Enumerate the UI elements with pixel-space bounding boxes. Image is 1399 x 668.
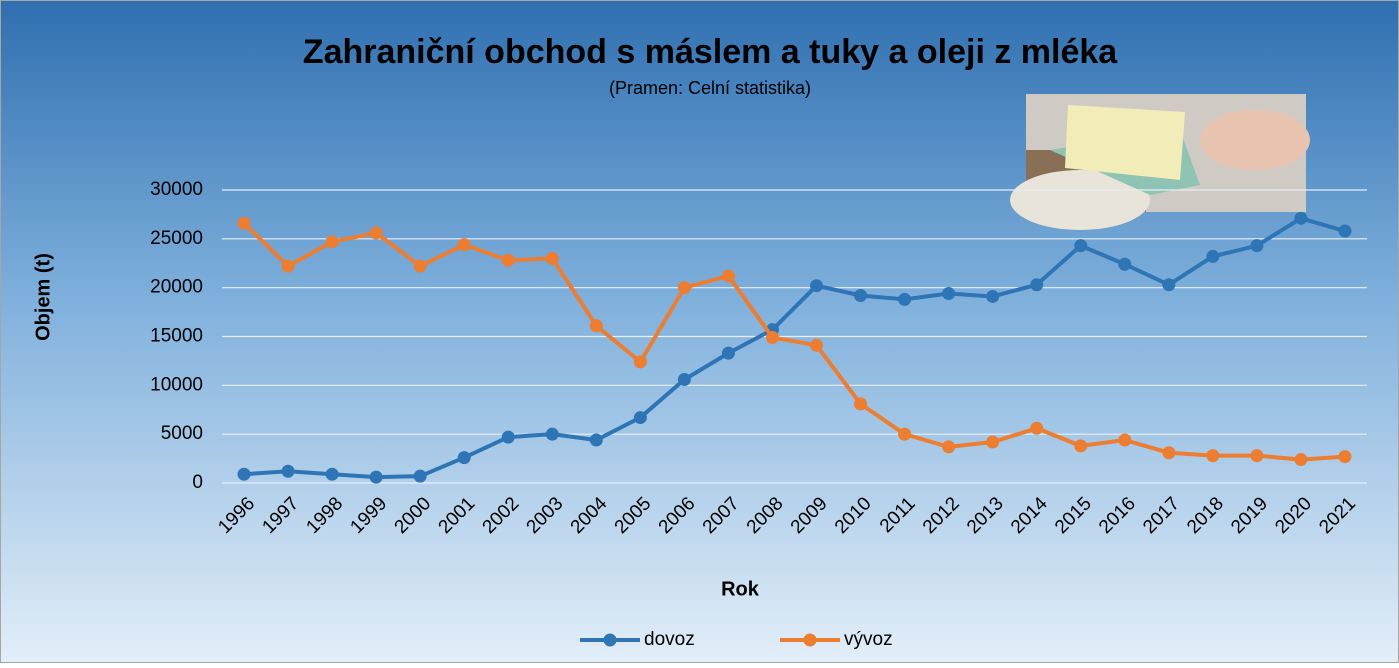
y-tick-label: 10000	[150, 374, 203, 395]
y-tick-label: 15000	[150, 326, 203, 347]
point	[1250, 239, 1264, 253]
y-axis-label: Objem (t)	[32, 253, 54, 341]
point	[810, 279, 824, 293]
point	[854, 397, 868, 411]
point	[457, 238, 471, 252]
point	[1206, 449, 1220, 463]
point	[1162, 446, 1176, 460]
point	[325, 467, 339, 481]
point	[1294, 211, 1308, 225]
line	[242, 221, 1346, 462]
point	[589, 319, 603, 333]
point	[1118, 433, 1132, 447]
point	[942, 287, 956, 301]
point	[986, 435, 1000, 449]
chart-title: Zahraniční obchod s máslem a tuky a olej…	[303, 33, 1118, 71]
point	[1030, 278, 1044, 292]
point	[898, 427, 912, 441]
point	[1074, 439, 1088, 453]
x-axis-label: Rok	[721, 578, 760, 600]
point	[237, 467, 251, 481]
point	[986, 289, 1000, 303]
point	[545, 427, 559, 441]
point	[281, 464, 295, 478]
y-tick-label: 0	[192, 472, 203, 493]
point	[633, 355, 647, 369]
point	[281, 259, 295, 273]
point	[589, 433, 603, 447]
point	[942, 440, 956, 454]
y-tick-label: 5000	[161, 423, 203, 444]
point	[633, 411, 647, 425]
point	[1206, 249, 1220, 263]
chart-subtitle: (Pramen: Celní statistika)	[609, 78, 811, 98]
point	[677, 281, 691, 295]
point	[765, 330, 779, 344]
point	[898, 292, 912, 306]
point	[1294, 453, 1308, 467]
point	[854, 288, 868, 302]
legend-label: vývoz	[844, 629, 893, 650]
series	[237, 216, 1352, 467]
point	[1162, 278, 1176, 292]
point	[545, 251, 559, 265]
point	[413, 259, 427, 273]
point	[1338, 224, 1352, 238]
point	[1030, 421, 1044, 435]
point	[237, 216, 251, 230]
point	[369, 226, 383, 240]
point	[1250, 449, 1264, 463]
series	[237, 211, 1352, 484]
line	[243, 216, 1346, 480]
point	[721, 269, 735, 283]
legend-marker	[603, 633, 617, 647]
point	[810, 338, 824, 352]
point	[721, 346, 735, 360]
point	[677, 372, 691, 386]
point	[325, 235, 339, 249]
legend-marker	[803, 633, 817, 647]
point	[501, 430, 515, 444]
legend-label: dovoz	[644, 629, 695, 650]
y-tick-label: 25000	[150, 228, 203, 249]
y-tick-label: 30000	[150, 179, 203, 200]
photo	[1010, 94, 1310, 230]
point	[413, 469, 427, 483]
point	[369, 470, 383, 484]
y-tick-label: 20000	[150, 277, 203, 298]
point	[457, 451, 471, 465]
point	[1074, 239, 1088, 253]
point	[1118, 257, 1132, 271]
point	[1338, 450, 1352, 464]
point	[501, 253, 515, 267]
